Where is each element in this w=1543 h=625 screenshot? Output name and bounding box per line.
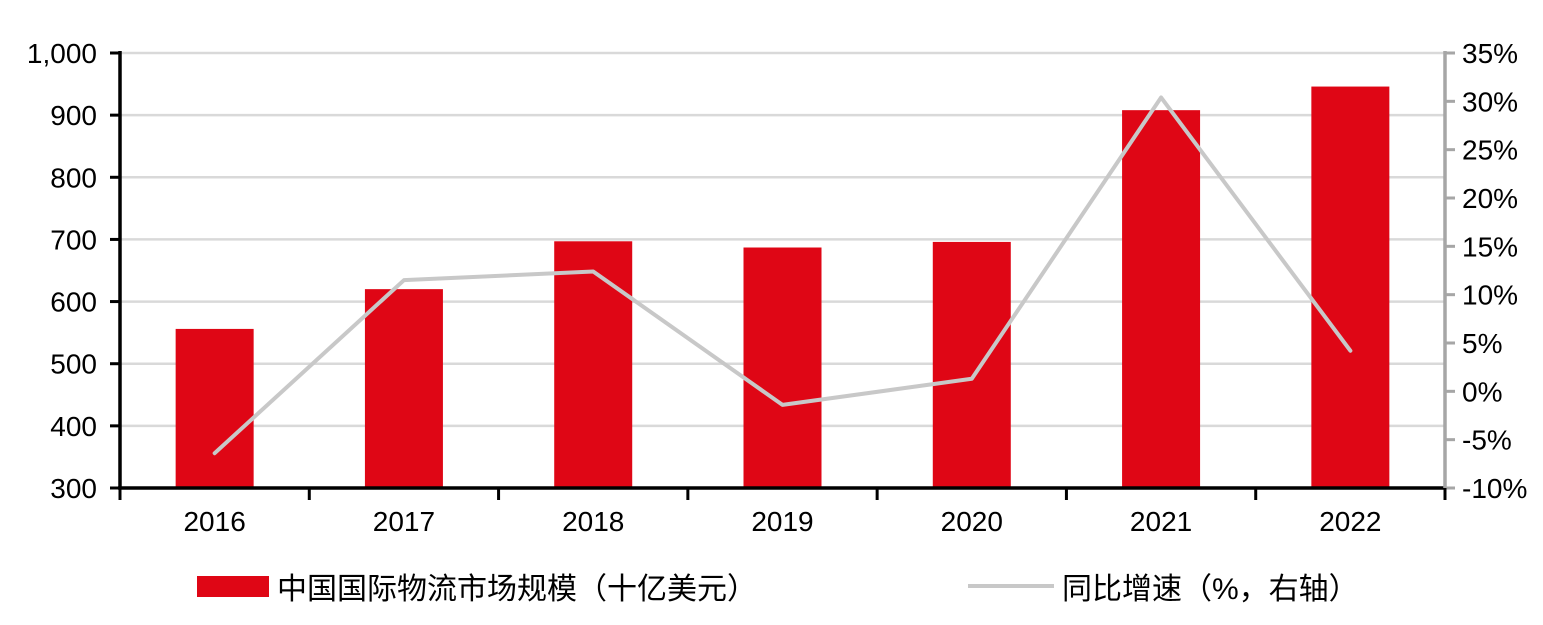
axis-tick-label: 2020 [941,506,1003,537]
line-series-swatch [968,584,1054,588]
axis-tick-label: -5% [1462,425,1512,456]
axis-tick-label: 2021 [1130,506,1192,537]
axis-tick-label: 10% [1462,280,1518,311]
bar-2021 [1122,110,1201,489]
bar-series [175,86,1390,489]
axis-tick-label: 900 [50,100,97,131]
axis-tick-label: 600 [50,287,97,318]
axis-tick-label: 15% [1462,231,1518,262]
axis-tick-label: 500 [50,349,97,380]
growth-line [212,95,1353,456]
combo-chart-plot: 300 400 500 600 700 800 900 1,000 -10% -5% 0% 5% 10%… [27,38,1527,537]
axis-tick-label: -10% [1462,473,1527,504]
right-axis-labels: -10% -5% 0% 5% 10% 15% 20% 25% 30% 35% [1462,38,1527,504]
axis-tick-label: 25% [1462,135,1518,166]
bar-2017 [364,289,443,488]
axis-tick-label: 5% [1462,328,1502,359]
axis-tick-label: 1,000 [27,38,97,69]
axis-tick-label: 400 [50,411,97,442]
axis-tick-label: 2019 [751,506,813,537]
axis-tick-label: 30% [1462,86,1518,117]
tick-marks [110,51,1455,500]
axis-tick-label: 2016 [183,506,245,537]
axis-tick-label: 35% [1462,38,1518,69]
bar-2022 [1311,86,1390,489]
left-axis-labels: 300 400 500 600 700 800 900 1,000 [27,38,97,504]
axis-tick-label: 300 [50,473,97,504]
legend-label-growth: 同比增速（%，右轴） [1062,573,1359,606]
bar-2019 [743,247,822,488]
axes [118,51,1447,490]
bar-2020 [932,241,1011,488]
axis-tick-label: 0% [1462,376,1502,407]
axis-tick-label: 800 [50,162,97,193]
bar-2018 [554,241,633,488]
x-axis-labels: 2016 2017 2018 2019 2020 2021 2022 [183,506,1381,537]
axis-tick-label: 2017 [373,506,435,537]
legend-item-market-size: 中国国际物流市场规模（十亿美元） [197,570,757,606]
legend-label-market-size: 中国国际物流市场规模（十亿美元） [277,573,757,606]
axis-tick-label: 2018 [562,506,624,537]
axis-tick-label: 700 [50,224,97,255]
legend-item-growth: 同比增速（%，右轴） [968,570,1359,606]
axis-tick-label: 2022 [1319,506,1381,537]
bar-series-swatch [197,575,269,597]
bar-2016 [175,328,254,488]
axis-tick-label: 20% [1462,183,1518,214]
